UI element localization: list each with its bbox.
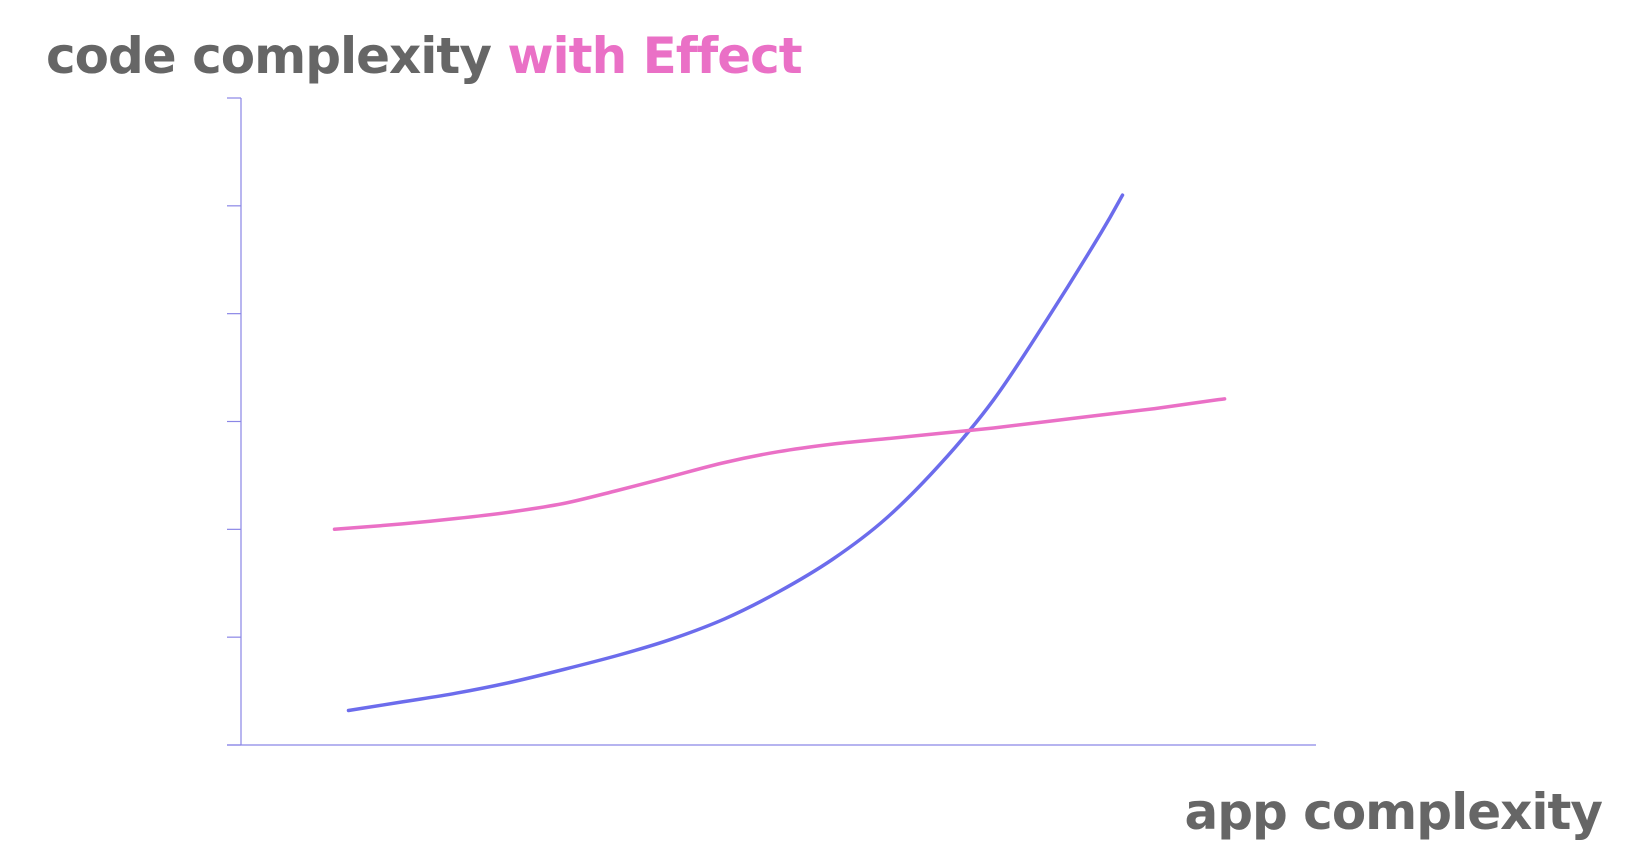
series-line-1 [346,193,1125,713]
chart-series [332,193,1227,713]
chart-title: code complexity with Effect [46,22,803,90]
x-axis-label: app complexity [1184,783,1603,841]
chart-title-prefix: code complexity [46,27,492,85]
chart-title-highlight: with Effect [507,27,802,85]
series-line-2 [332,397,1227,532]
chart-axes [227,97,1316,746]
